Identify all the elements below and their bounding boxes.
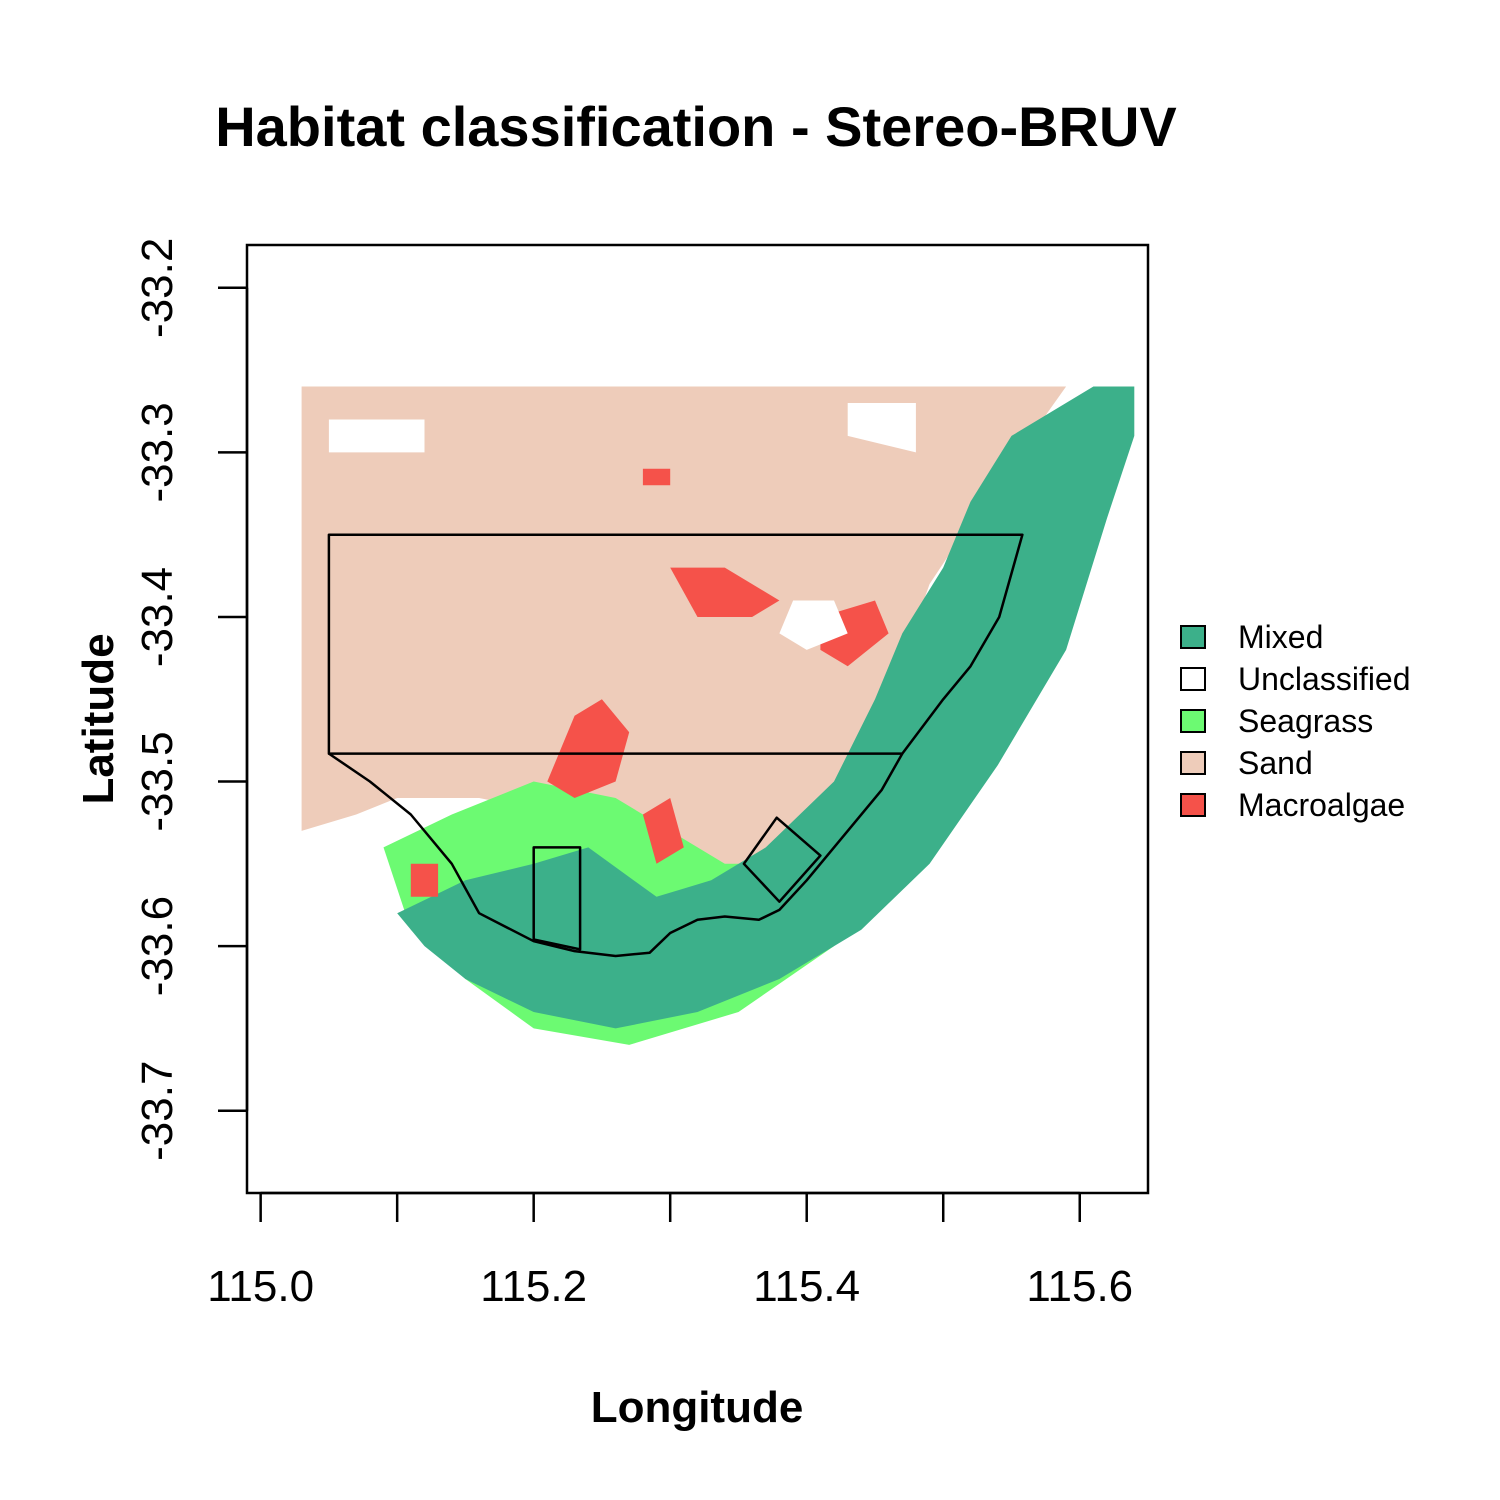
region-unclassified-11 [328,419,425,453]
y-tick-label-2: -33.4 [133,567,182,667]
y-axis-title: Latitude [74,633,123,804]
legend-label-mixed: Mixed [1238,619,1323,655]
legend-label-sand: Sand [1238,745,1313,781]
region-unclassified-9 [779,600,848,650]
x-axis: 115.0 115.2 115.4 115.6 [207,1191,1133,1311]
legend-label-seagrass: Seagrass [1238,703,1373,739]
region-mixed-2 [397,386,1135,1029]
y-tick-label-0: -33.2 [133,238,182,338]
x-tick-label-2: 115.2 [480,1262,587,1311]
outline-diamond [742,816,822,903]
chart-title: Habitat classification - Stereo-BRUV [215,95,1177,158]
y-tick-label-1: -33.3 [133,402,182,502]
x-tick-label-4: 115.4 [753,1262,860,1311]
x-axis-title: Longitude [591,1383,804,1432]
x-tick-label-0: 115.0 [207,1262,314,1311]
y-axis: -33.2 -33.3 -33.4 -33.5 -33.6 -33.7 [133,238,249,1161]
habitat-regions [301,386,1135,1045]
y-tick-label-5: -33.7 [133,1061,182,1161]
region-macroalgae-7 [410,863,439,897]
region-macroalgae-4 [670,567,780,617]
region-unclassified-10 [847,403,916,453]
legend-swatch-mixed [1180,625,1206,649]
outline-small-rectangle [532,846,582,951]
legend-label-macroalgae: Macroalgae [1238,787,1405,823]
legend-swatch-macroalgae [1180,793,1206,817]
outline-upper-rectangle-full [327,533,1024,755]
survey-outlines [327,533,1024,958]
region-macroalgae-3 [547,699,630,798]
legend-swatch-sand [1180,751,1206,775]
y-tick-label-4: -33.6 [133,896,182,996]
region-macroalgae-8 [642,468,671,486]
y-tick-label-3: -33.5 [133,731,182,831]
region-sand-0 [301,386,1067,881]
legend-swatch-seagrass [1180,709,1206,733]
outline-sanctuary-boundary [328,752,904,958]
x-tick-label-6: 115.6 [1026,1262,1133,1311]
legend-swatch-unclassified [1180,667,1206,691]
legend: Mixed Unclassified Seagrass Sand Macroalgae [1180,619,1411,823]
legend-label-unclassified: Unclassified [1238,661,1411,697]
region-macroalgae-6 [642,798,684,864]
